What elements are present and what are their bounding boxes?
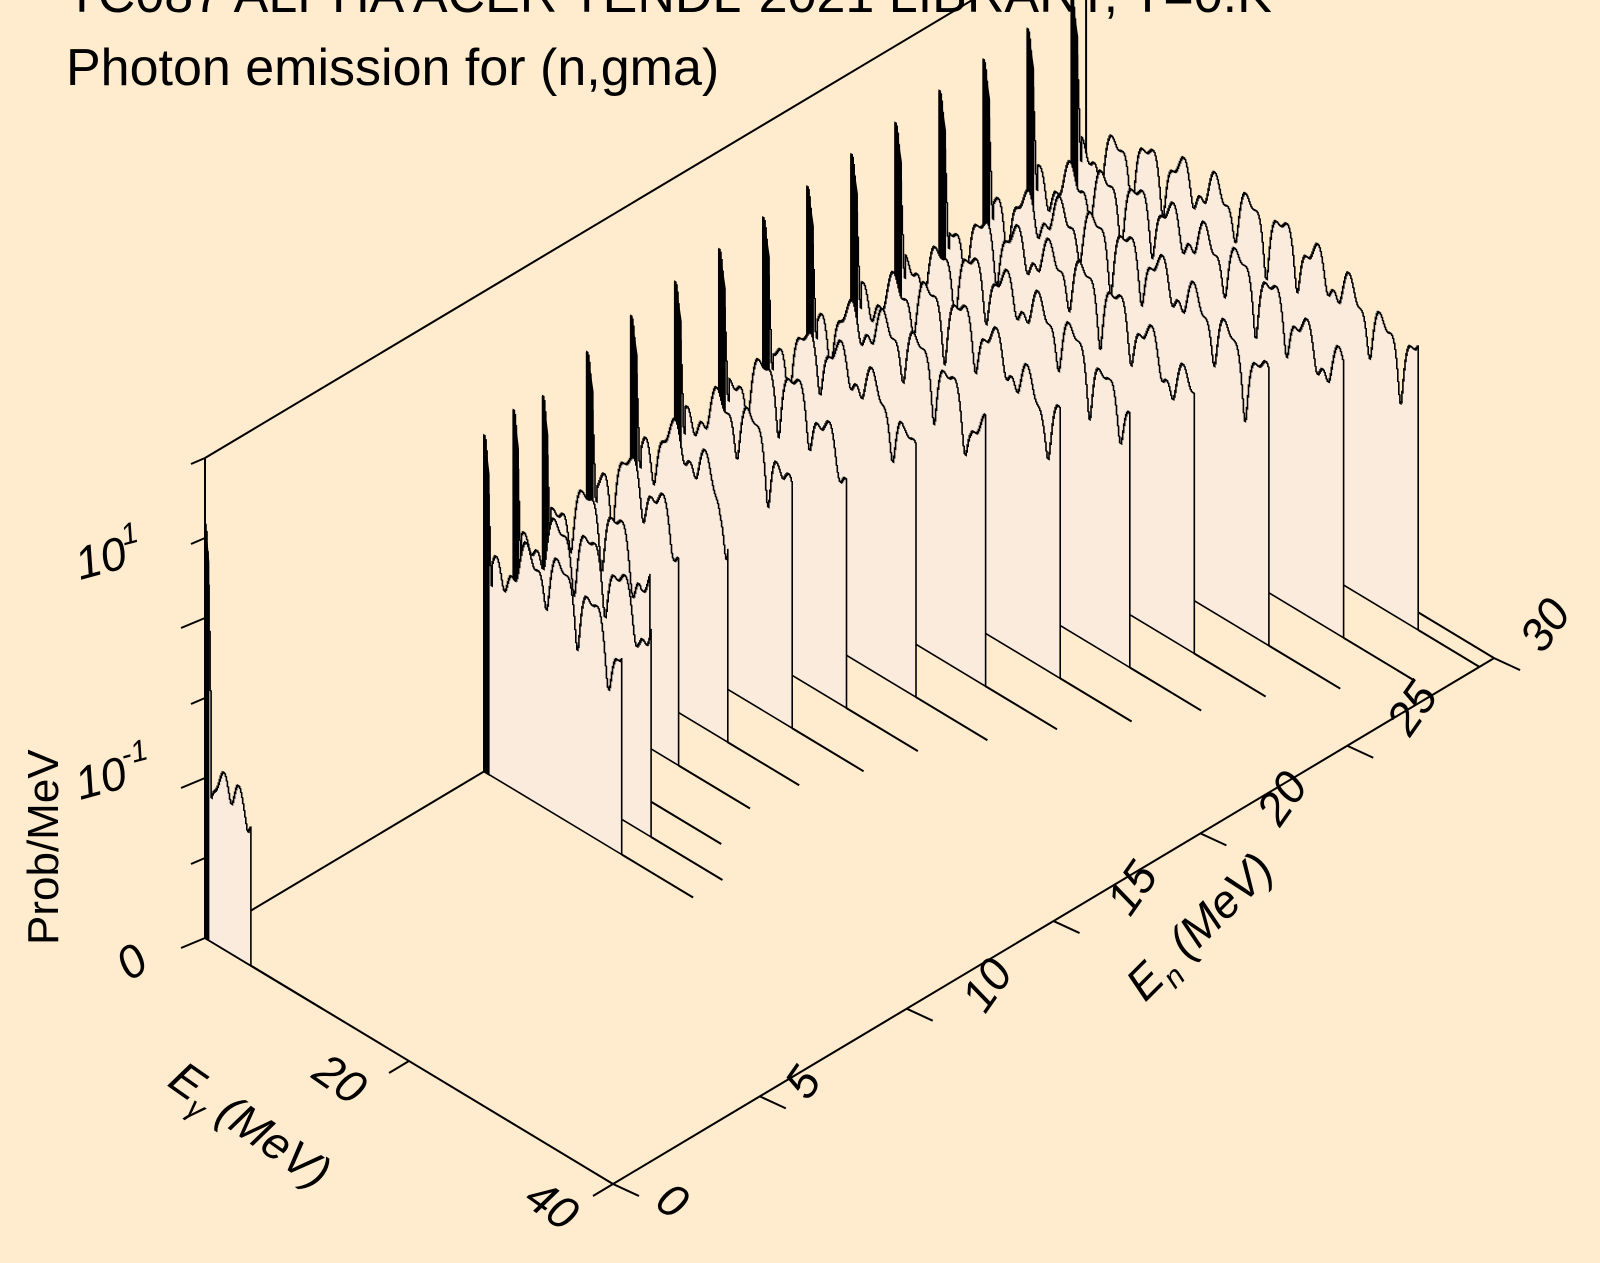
- y-axis-label: Prob/MeV: [19, 749, 68, 945]
- series-baseline: [727, 741, 800, 787]
- series-baseline: [1268, 644, 1341, 690]
- z-axis-tick: [1199, 832, 1227, 847]
- svg-text:10-1: 10-1: [68, 733, 158, 809]
- z-axis-tick: [612, 1183, 640, 1197]
- y-axis-tick: [190, 457, 206, 465]
- y-axis-tick: [180, 937, 206, 949]
- z-axis-tick: [759, 1095, 787, 1110]
- series-area: [483, 433, 623, 856]
- series-baseline: [650, 836, 724, 881]
- y-axis: Prob/MeV 101 10-1 0: [19, 457, 206, 990]
- y-axis-tick: [190, 857, 206, 865]
- frame-edge-top-back: [204, 0, 975, 459]
- series-baseline: [1193, 652, 1267, 698]
- z-axis-tick: [1053, 920, 1080, 934]
- series-baseline: [1417, 629, 1480, 668]
- x-axis-tick: [592, 1183, 614, 1197]
- series-baseline: [1059, 677, 1133, 723]
- y-axis-tick: [190, 697, 206, 705]
- series-curve: [483, 433, 694, 899]
- z-axis-tick: [1493, 657, 1521, 672]
- series-baseline: [791, 727, 865, 773]
- y-axis-tick: [180, 777, 206, 789]
- chart-subtitle: Photon emission for (n,gma): [66, 39, 719, 97]
- series-baseline: [915, 696, 988, 742]
- series-group: [204, 0, 1480, 1010]
- z-axis-tick: [906, 1007, 934, 1022]
- z-axis-tick: [1346, 744, 1374, 759]
- x-axis-tick: [388, 1060, 410, 1074]
- series-baseline: [985, 685, 1058, 731]
- series-baseline: [250, 964, 323, 1010]
- series-baseline: [649, 800, 722, 845]
- series-baseline: [1129, 666, 1202, 712]
- chart-title: TC087 ALPHA ACER TENDL-2021 LIBRARY, T=0…: [66, 0, 1272, 24]
- y-axis-tick: [180, 617, 206, 629]
- series-baseline: [1343, 636, 1416, 682]
- series-baseline: [678, 764, 751, 810]
- series-line-peak: [483, 435, 490, 777]
- series-area: [204, 522, 252, 968]
- series-baseline: [621, 853, 694, 899]
- series-baseline: [845, 707, 919, 753]
- y-axis-tick: [190, 537, 206, 545]
- series-line-peak: [204, 523, 210, 942]
- y-tick-label-10-minus-1: 10-1: [68, 733, 158, 809]
- series-curve: [204, 522, 323, 1010]
